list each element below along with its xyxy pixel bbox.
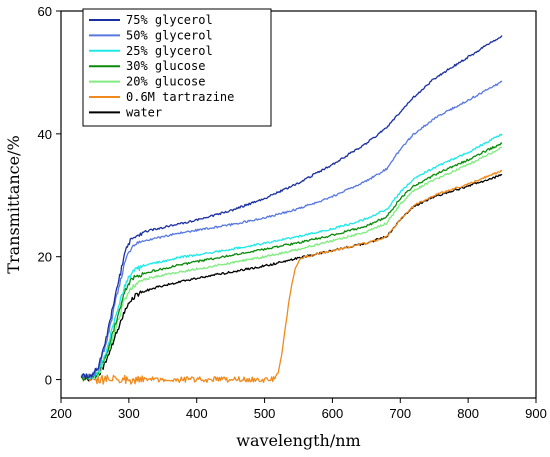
series-line-4 — [80, 146, 503, 381]
series-line-5 — [81, 169, 503, 385]
series-layer — [80, 35, 503, 385]
legend-box — [82, 8, 272, 127]
x-tick-label: 400 — [186, 406, 208, 421]
x-tick-label: 600 — [322, 406, 344, 421]
legend-label: water — [126, 105, 162, 119]
series-line-6 — [80, 173, 503, 382]
y-tick-label: 60 — [38, 4, 52, 19]
x-tick-label: 700 — [389, 406, 411, 421]
y-axis-title: Transmittance/% — [4, 135, 23, 273]
x-tick-label: 800 — [457, 406, 479, 421]
legend-label: 20% glucose — [126, 75, 205, 89]
x-axis-title: wavelength/nm — [236, 431, 360, 450]
x-tick-label: 300 — [118, 406, 140, 421]
plot-frame — [60, 10, 537, 399]
legend-label: 25% glycerol — [126, 44, 213, 58]
legend-label: 30% glucose — [126, 59, 205, 73]
y-tick-label: 20 — [38, 250, 52, 265]
series-line-2 — [80, 133, 503, 380]
x-tick-label: 900 — [525, 406, 547, 421]
series-line-0 — [80, 35, 503, 380]
legend-label: 0.6M tartrazine — [126, 90, 234, 104]
series-line-1 — [80, 80, 503, 380]
legend-label: 50% glycerol — [126, 28, 213, 42]
series-line-3 — [80, 142, 503, 381]
tick-layer: 200 300 400 500 600 700 800 900 0 20 40 60 — [38, 4, 547, 421]
y-tick-label: 0 — [45, 373, 52, 388]
legend-label: 75% glycerol — [126, 13, 213, 27]
x-tick-label: 500 — [254, 406, 276, 421]
x-tick-label: 200 — [50, 406, 72, 421]
y-tick-label: 40 — [38, 127, 52, 142]
